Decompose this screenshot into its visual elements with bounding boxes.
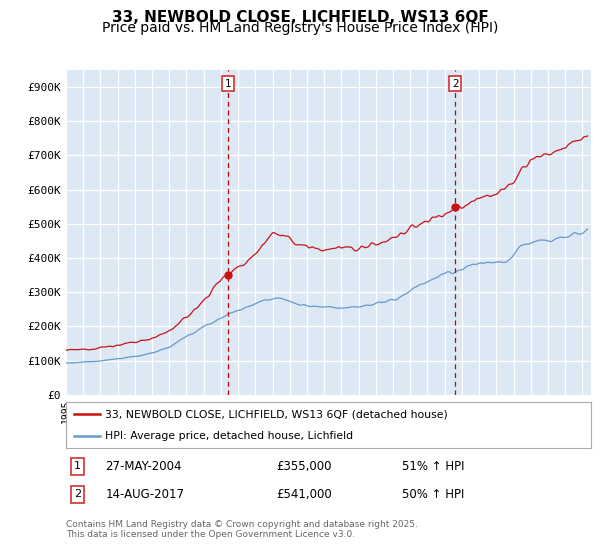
Text: Contains HM Land Registry data © Crown copyright and database right 2025.
This d: Contains HM Land Registry data © Crown c… (66, 520, 418, 539)
Text: HPI: Average price, detached house, Lichfield: HPI: Average price, detached house, Lich… (106, 431, 353, 441)
Text: 33, NEWBOLD CLOSE, LICHFIELD, WS13 6QF: 33, NEWBOLD CLOSE, LICHFIELD, WS13 6QF (112, 10, 488, 25)
Text: 50% ↑ HPI: 50% ↑ HPI (402, 488, 464, 501)
Text: 14-AUG-2017: 14-AUG-2017 (106, 488, 184, 501)
Text: £355,000: £355,000 (276, 460, 331, 473)
Text: 33, NEWBOLD CLOSE, LICHFIELD, WS13 6QF (detached house): 33, NEWBOLD CLOSE, LICHFIELD, WS13 6QF (… (106, 409, 448, 419)
Text: 51% ↑ HPI: 51% ↑ HPI (402, 460, 464, 473)
Text: 1: 1 (74, 461, 81, 472)
Text: 2: 2 (452, 78, 458, 88)
Text: £541,000: £541,000 (276, 488, 332, 501)
Text: 27-MAY-2004: 27-MAY-2004 (106, 460, 182, 473)
Text: Price paid vs. HM Land Registry's House Price Index (HPI): Price paid vs. HM Land Registry's House … (102, 21, 498, 35)
Text: 1: 1 (224, 78, 231, 88)
Text: 2: 2 (74, 489, 81, 500)
